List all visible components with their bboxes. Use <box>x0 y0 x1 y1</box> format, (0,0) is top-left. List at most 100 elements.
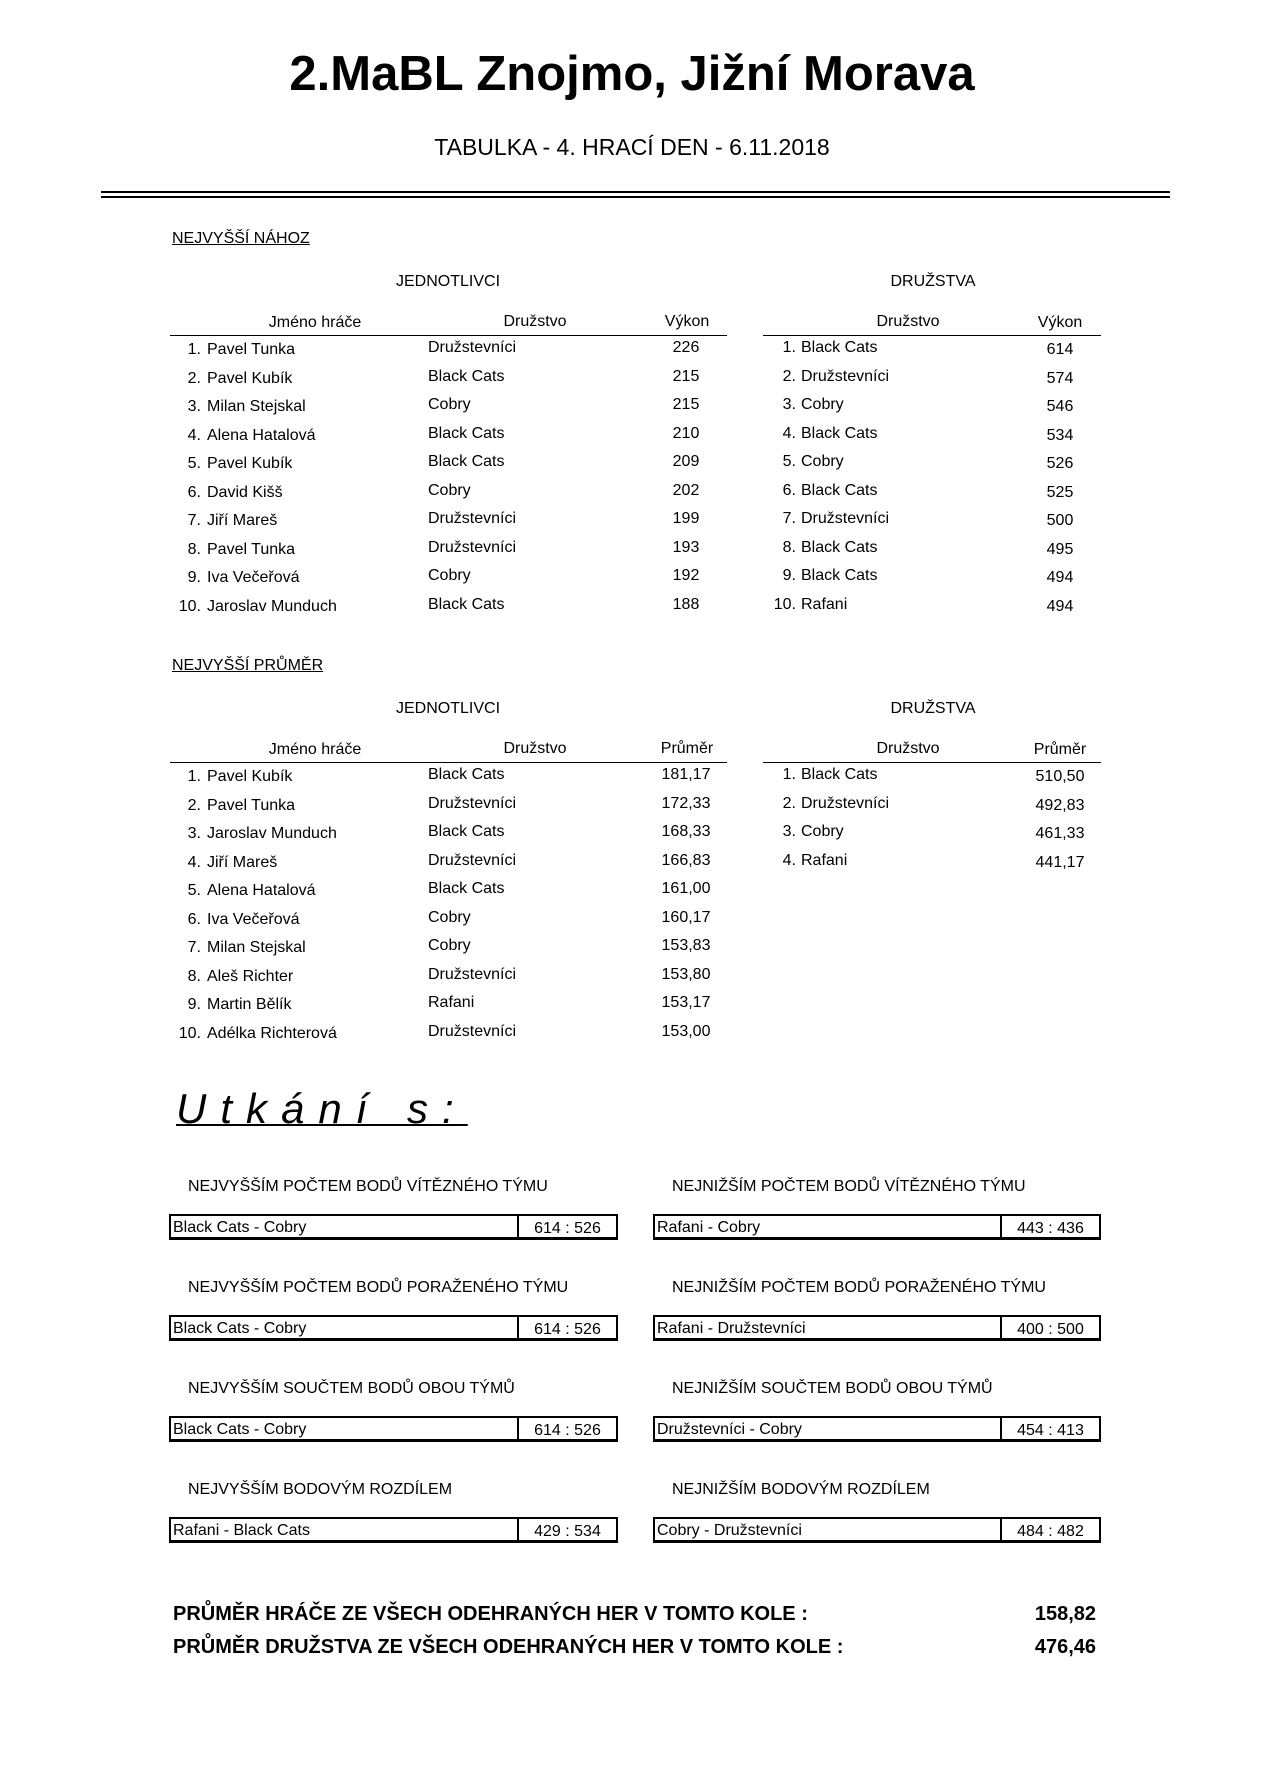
player-average-value: 158,82 <box>1034 1603 1096 1625</box>
column-header: Průměr <box>660 740 714 757</box>
value: 153,00 <box>661 1022 711 1040</box>
rank: 2. <box>187 796 201 814</box>
record-label: NEJVYŠŠÍM SOUČTEM BODŮ OBOU TÝMŮ <box>188 1380 515 1397</box>
team-name: Cobry <box>801 396 844 413</box>
header-rule <box>763 762 1101 763</box>
record-label: NEJVYŠŠÍM BODOVÝM ROZDÍLEM <box>188 1481 453 1498</box>
rank: 7. <box>782 510 796 527</box>
value: 181,17 <box>661 766 711 783</box>
player-name: Jiří Mareš <box>207 853 278 871</box>
player-name: Iva Večeřová <box>207 569 300 586</box>
team-name: Družstevníci <box>428 794 517 812</box>
record-label: NEJVYŠŠÍM POČTEM BODŮ PORAŽENÉHO TÝMU <box>188 1279 569 1296</box>
team-name: Black Cats <box>801 567 878 584</box>
rank: 1. <box>187 768 201 785</box>
team-name: Black Cats <box>428 595 505 613</box>
player-name: Pavel Kubík <box>207 369 293 387</box>
team-name: Družstevníci <box>801 367 890 385</box>
match-score: 443 : 436 <box>1000 1216 1099 1237</box>
rank: 2. <box>782 367 796 385</box>
player-name: Aleš Richter <box>207 967 294 985</box>
player-name: Pavel Tunka <box>207 796 296 814</box>
value: 534 <box>1046 426 1074 444</box>
teams-heading: DRUŽSTVA <box>890 273 976 290</box>
column-header: Družstvo <box>876 740 940 757</box>
divider <box>101 196 1170 198</box>
value: 510,50 <box>1035 768 1085 785</box>
player-name: Jaroslav Munduch <box>207 597 337 615</box>
column-header: Jméno hráče <box>268 314 362 331</box>
rank: 3. <box>782 823 796 840</box>
value: 210 <box>672 424 700 442</box>
team-name: Cobry <box>428 396 471 413</box>
match-score: 484 : 482 <box>1000 1519 1099 1540</box>
team-name: Cobry <box>428 937 471 954</box>
column-header: Výkon <box>664 313 710 330</box>
value: 188 <box>672 595 700 613</box>
value: 494 <box>1046 569 1074 586</box>
rank: 6. <box>187 483 201 501</box>
teams-heading: DRUŽSTVA <box>890 700 976 717</box>
player-name: David Kišš <box>207 483 283 501</box>
match-score: 614 : 526 <box>517 1418 616 1439</box>
match-record-box: Black Cats - Cobry 614 : 526 <box>169 1416 618 1442</box>
matches-heading: Utkání s: <box>176 1085 468 1132</box>
match-score: 400 : 500 <box>1000 1317 1099 1338</box>
header-rule <box>763 335 1101 336</box>
value: 153,83 <box>661 937 711 954</box>
team-name: Družstevníci <box>428 1022 517 1040</box>
rank: 7. <box>187 939 201 956</box>
rank: 9. <box>187 569 201 586</box>
value: 166,83 <box>661 851 711 869</box>
rank: 2. <box>782 794 796 812</box>
team-name: Black Cats <box>801 538 878 556</box>
value: 199 <box>672 510 700 527</box>
match-teams: Cobry - Družstevníci <box>657 1522 802 1539</box>
team-name: Black Cats <box>428 424 505 442</box>
match-record-box: Rafani - Družstevníci 400 : 500 <box>653 1315 1101 1341</box>
team-name: Cobry <box>801 453 844 470</box>
rank: 3. <box>187 825 201 842</box>
team-name: Rafani <box>801 851 848 869</box>
individuals-heading: JEDNOTLIVCI <box>395 700 501 717</box>
column-header: Družstvo <box>876 313 940 330</box>
record-label: NEJNIŽŠÍM BODOVÝM ROZDÍLEM <box>672 1481 930 1498</box>
column-header: Družstvo <box>503 313 567 330</box>
value: 461,33 <box>1035 825 1085 842</box>
team-name: Družstevníci <box>428 510 517 527</box>
page-title: 2.MaBL Znojmo, Jižní Morava <box>289 47 975 101</box>
value: 546 <box>1046 398 1074 415</box>
rank: 1. <box>782 766 796 783</box>
individuals-heading: JEDNOTLIVCI <box>395 273 501 290</box>
rank: 5. <box>187 455 201 472</box>
value: 215 <box>672 396 700 413</box>
player-name: Pavel Kubík <box>207 768 293 785</box>
match-teams: Rafani - Cobry <box>657 1219 761 1236</box>
value: 209 <box>672 453 700 470</box>
team-name: Družstevníci <box>428 538 517 556</box>
rank: 1. <box>782 339 796 356</box>
player-name: Jiří Mareš <box>207 512 278 529</box>
team-name: Black Cats <box>801 766 878 783</box>
value: 526 <box>1046 455 1074 472</box>
record-label: NEJNIŽŠÍM SOUČTEM BODŮ OBOU TÝMŮ <box>672 1380 993 1397</box>
player-name: Pavel Tunka <box>207 341 296 358</box>
match-score: 614 : 526 <box>517 1216 616 1237</box>
team-name: Cobry <box>428 567 471 584</box>
rank: 7. <box>187 512 201 529</box>
rank: 10. <box>773 595 796 613</box>
value: 441,17 <box>1035 853 1085 871</box>
team-name: Družstevníci <box>428 851 517 869</box>
rank: 4. <box>187 853 201 871</box>
team-name: Black Cats <box>428 880 505 897</box>
column-header: Družstvo <box>503 740 567 757</box>
divider <box>101 191 1170 193</box>
team-name: Black Cats <box>801 424 878 442</box>
match-score: 454 : 413 <box>1000 1418 1099 1439</box>
value: 226 <box>672 339 700 356</box>
team-name: Black Cats <box>428 823 505 840</box>
team-average-value: 476,46 <box>1034 1636 1096 1658</box>
team-name: Black Cats <box>428 766 505 783</box>
rank: 8. <box>187 967 201 985</box>
team-name: Družstevníci <box>801 794 890 812</box>
